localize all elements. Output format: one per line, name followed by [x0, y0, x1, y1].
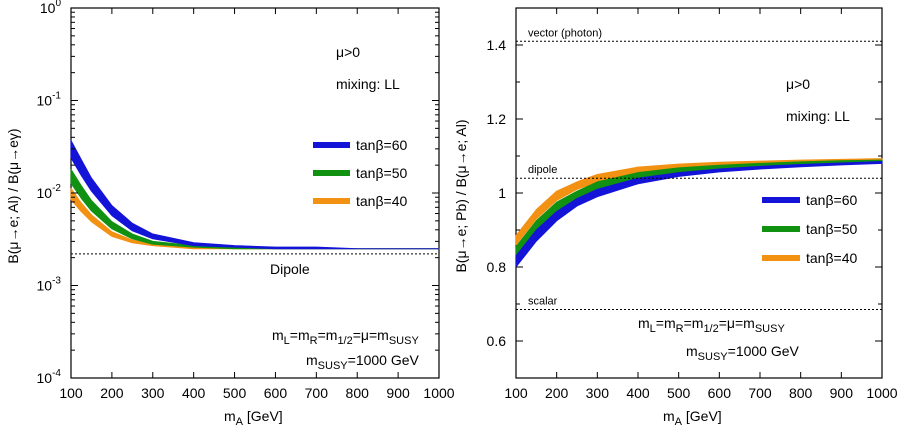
- left-y-tick-label-2: 10-2: [37, 183, 62, 201]
- left-legend-label-40: tanβ=40: [356, 193, 407, 209]
- right-y-tick-label-4: 1.4: [487, 37, 507, 53]
- left-x-axis-label: mA [GeV]: [224, 408, 283, 428]
- left-legend-label-60: tanβ=60: [356, 137, 407, 153]
- left-band-series-1: [70, 168, 440, 250]
- right-x-tick-label-4: 500: [667, 385, 691, 401]
- left-x-tick-label-1: 200: [100, 385, 124, 401]
- right-x-tick-label-7: 800: [789, 385, 813, 401]
- right-series-group: [515, 158, 883, 268]
- left-legend: tanβ=60 tanβ=50 tanβ=40: [313, 137, 407, 209]
- left-x-tick-label-0: 100: [59, 385, 83, 401]
- right-annotation-msusy: mSUSY=1000 GeV: [686, 343, 800, 363]
- left-series-group: [70, 139, 440, 250]
- right-reference-label-0: vector (photon): [528, 27, 602, 39]
- left-annotation-mixing: mixing: LL: [336, 76, 400, 92]
- right-axis-ticks: 100 200 300 400 500 600 700 800 900 1000 0.6 0.8 1 1.…: [487, 7, 898, 401]
- left-annotation-sign: μ>0: [336, 44, 360, 60]
- right-y-tick-label-3: 1.2: [487, 111, 507, 127]
- left-x-tick-label-4: 500: [223, 385, 247, 401]
- right-y-tick-label-2: 1: [498, 185, 506, 201]
- right-x-tick-label-8: 900: [830, 385, 854, 401]
- left-legend-label-50: tanβ=50: [356, 165, 407, 181]
- left-x-tick-label-8: 900: [386, 385, 410, 401]
- left-x-tick-label-9: 1000: [423, 385, 454, 401]
- right-y-axis-label: B(μ→e; Pb) / B(μ→e; Al): [453, 119, 469, 272]
- right-x-tick-label-6: 700: [748, 385, 772, 401]
- left-y-tick-label-0: 100: [40, 0, 62, 16]
- right-legend-label-40: tanβ=40: [806, 250, 857, 266]
- right-y-tick-label-1: 0.8: [487, 259, 507, 275]
- right-legend-label-50: tanβ=50: [806, 221, 857, 237]
- right-reference-lines: vector (photon) dipole scalar: [516, 27, 882, 311]
- right-x-tick-label-3: 400: [626, 385, 650, 401]
- right-x-tick-label-2: 300: [586, 385, 610, 401]
- right-annotation-mixing: mixing: LL: [786, 108, 850, 124]
- right-legend: tanβ=60 tanβ=50 tanβ=40: [762, 192, 857, 266]
- left-annotation-mass-relation: mL=mR=m1/2=μ=mSUSY: [272, 327, 419, 347]
- right-annotation-mass-relation: mL=mR=m1/2=μ=mSUSY: [638, 315, 785, 335]
- left-band-series-0: [70, 139, 440, 250]
- left-x-tick-label-6: 700: [305, 385, 329, 401]
- right-legend-label-60: tanβ=60: [806, 192, 857, 208]
- left-x-tick-label-3: 400: [182, 385, 206, 401]
- left-y-tick-label-3: 10-3: [37, 276, 62, 294]
- left-y-axis-label: B(μ→e; Al) / B(μ→eγ): [5, 128, 21, 263]
- left-chart-panel: 100 200 300 400 500 600 700 800 900 1000 100 10-1 10…: [5, 0, 455, 428]
- left-x-tick-label-2: 300: [141, 385, 165, 401]
- left-reference-label-dipole: Dipole: [270, 261, 310, 277]
- left-annotation-msusy: mSUSY=1000 GeV: [306, 352, 420, 372]
- right-reference-label-1: dipole: [528, 164, 557, 176]
- right-reference-label-2: scalar: [528, 296, 558, 308]
- left-axis-ticks: 100 200 300 400 500 600 700 800 900 1000 100 10-1 10…: [37, 0, 455, 401]
- right-band-series-0: [515, 161, 883, 268]
- right-chart-panel: vector (photon) dipole scalar 100 200 300 400…: [453, 7, 898, 428]
- left-x-tick-label-7: 800: [346, 385, 370, 401]
- right-x-tick-label-0: 100: [504, 385, 528, 401]
- right-annotation-sign: μ>0: [786, 76, 810, 92]
- right-x-tick-label-5: 600: [708, 385, 732, 401]
- left-x-tick-label-5: 600: [264, 385, 288, 401]
- right-x-tick-label-1: 200: [545, 385, 569, 401]
- left-y-tick-label-1: 10-1: [37, 91, 62, 109]
- right-y-tick-label-0: 0.6: [487, 333, 507, 349]
- right-x-axis-label: mA [GeV]: [663, 408, 722, 428]
- right-x-tick-label-9: 1000: [866, 385, 897, 401]
- left-y-tick-label-4: 10-4: [37, 368, 62, 386]
